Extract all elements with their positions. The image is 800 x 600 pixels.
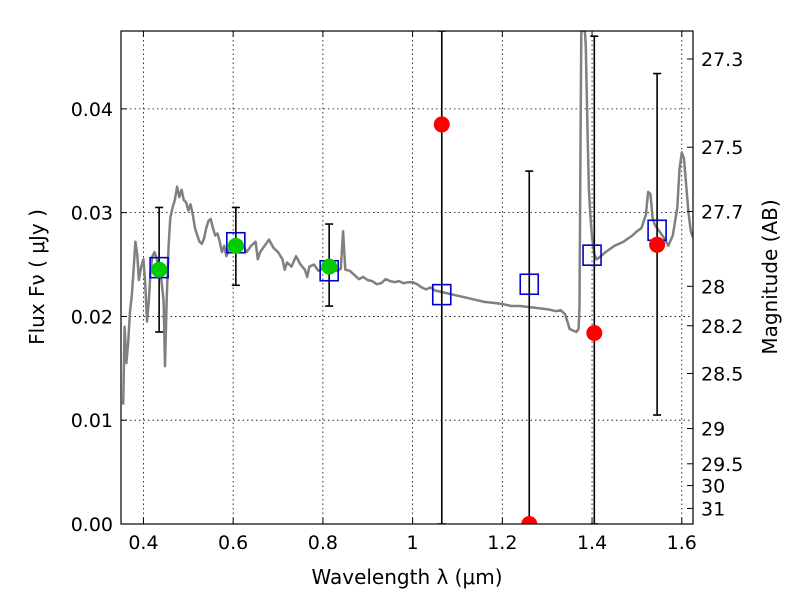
y2-tick-label: 27.5 bbox=[701, 137, 743, 159]
y2-tick-label: 27.7 bbox=[701, 202, 743, 224]
y2-tick-label: 29.5 bbox=[701, 454, 743, 476]
x-tick-label: 1.6 bbox=[667, 532, 697, 554]
model-flux-box bbox=[519, 273, 540, 296]
photometry-points bbox=[151, 116, 666, 524]
y-tick-label: 0.03 bbox=[71, 203, 113, 225]
y2-tick-label: 28 bbox=[701, 276, 725, 298]
detection-point bbox=[227, 237, 244, 254]
y2-axis-label: Magnitude (AB) bbox=[758, 199, 782, 354]
y-axis-label: Flux Fν ( μJy ) bbox=[25, 209, 49, 345]
x-tick-label: 1.2 bbox=[487, 532, 517, 554]
detection-point bbox=[321, 258, 338, 275]
x-tick-label: 0.6 bbox=[218, 532, 248, 554]
model-flux-box bbox=[582, 244, 602, 266]
y2-tick-label: 30 bbox=[701, 476, 725, 498]
y-axis-ticks: 0.00 0.01 0.02 0.03 0.04 bbox=[71, 99, 127, 536]
y-tick-label: 0.00 bbox=[71, 514, 113, 536]
plot-background bbox=[121, 31, 693, 524]
grid-lines bbox=[121, 31, 693, 525]
upper-limit-point bbox=[586, 325, 603, 342]
sed-template-line bbox=[121, 31, 693, 405]
y2-tick-label: 29 bbox=[701, 419, 725, 441]
sed-template-group bbox=[121, 31, 693, 405]
y-tick-label: 0.02 bbox=[71, 306, 113, 328]
upper-limit-point bbox=[521, 516, 538, 524]
upper-limit-point bbox=[433, 116, 450, 133]
model-flux-box bbox=[431, 283, 452, 306]
y-tick-label: 0.01 bbox=[71, 410, 113, 432]
x-axis-ticks: 0.4 0.6 0.8 1 1.2 1.4 1.6 bbox=[128, 31, 697, 554]
upper-limit-point bbox=[649, 236, 666, 253]
x-axis-label: Wavelength λ (μm) bbox=[311, 565, 502, 589]
y2-tick-label: 27.3 bbox=[701, 49, 743, 71]
x-tick-label: 1 bbox=[407, 532, 419, 554]
detection-point bbox=[151, 261, 168, 278]
y2-tick-label: 28.2 bbox=[701, 316, 743, 338]
y2-tick-label: 31 bbox=[701, 498, 725, 520]
x-tick-label: 0.8 bbox=[308, 532, 338, 554]
x-tick-label: 0.4 bbox=[128, 532, 158, 554]
y-tick-label: 0.04 bbox=[71, 99, 113, 121]
plot-frame bbox=[120, 30, 694, 525]
x-tick-label: 1.4 bbox=[577, 532, 607, 554]
y2-tick-label: 28.5 bbox=[701, 364, 743, 386]
